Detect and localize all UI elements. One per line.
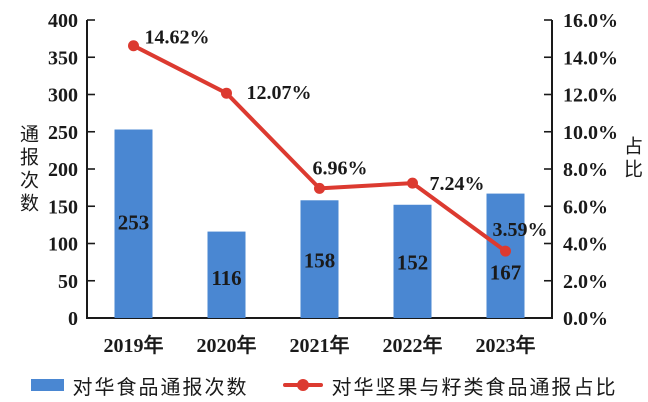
line-point [221,87,232,99]
right-axis-tick-label: 8.0% [563,159,608,181]
line-value-label: 14.62% [145,27,210,49]
combo-chart-canvas: 0 50 100 150 200 250 300 350 400 0.0% 2.0% 4.0% 6.0%… [48,10,618,357]
line-value-label: 12.07% [247,82,312,104]
line-value-label: 3.59% [493,219,548,241]
line-series-marker-icon [282,379,323,391]
bar [114,129,153,318]
legend-item-line-series: 对华坚果与籽类食品通报占比 [282,371,618,400]
left-axis-tick-label: 400 [48,10,78,32]
line-value-label: 6.96% [313,157,368,179]
bar-value-label: 253 [118,210,150,234]
bar-series-legend-label: 对华食品通报次数 [72,376,249,399]
bar [393,204,432,318]
right-axis-tick-label: 6.0% [563,196,608,218]
right-axis-tick-label: 4.0% [563,234,608,256]
x-axis-category-label: 2021年 [290,333,350,357]
legend: 对华食品通报次数 对华坚果与籽类食品通报占比 [0,370,648,400]
left-axis-tick-label: 50 [58,271,78,293]
left-axis-tick-label: 300 [48,85,78,107]
line-point [407,177,418,189]
right-axis-tick-label: 10.0% [563,122,618,144]
left-axis-tick-label: 0 [68,308,78,330]
left-axis-tick-label: 100 [48,234,78,256]
bar-series-swatch-icon [30,379,64,391]
x-axis-category-label: 2023年 [476,333,536,357]
bar [207,231,246,318]
line-value-label: 7.24% [430,173,485,195]
right-axis-tick-label: 14.0% [563,47,618,69]
bar-value-label: 152 [397,250,429,274]
bar [300,200,339,318]
right-axis-tick-label: 2.0% [563,271,608,293]
left-axis-tick-label: 150 [48,196,78,218]
x-axis-category-label: 2020年 [197,333,257,357]
bar-value-label: 167 [490,260,522,284]
x-axis-category-label: 2019年 [104,333,164,357]
x-axis-category-label: 2022年 [383,333,443,357]
right-axis-title: 占比 [621,136,642,182]
line-series-legend-label: 对华坚果与籽类食品通报占比 [331,376,618,399]
line-point [500,245,511,257]
bar-value-label: 116 [211,266,241,290]
right-axis-tick-label: 12.0% [563,85,618,107]
line-marker-dot [296,379,309,391]
right-axis-tick-label: 16.0% [563,10,618,32]
right-axis-tick-label: 0.0% [563,308,608,330]
left-axis-title: 通报次数 [17,124,38,216]
left-axis-tick-label: 250 [48,122,78,144]
legend-item-bar-series: 对华食品通报次数 [30,371,249,400]
bar-value-label: 158 [304,248,336,272]
line-point [128,40,139,52]
left-axis-tick-label: 350 [48,47,78,69]
left-axis-tick-label: 200 [48,159,78,181]
line-point [314,182,325,194]
